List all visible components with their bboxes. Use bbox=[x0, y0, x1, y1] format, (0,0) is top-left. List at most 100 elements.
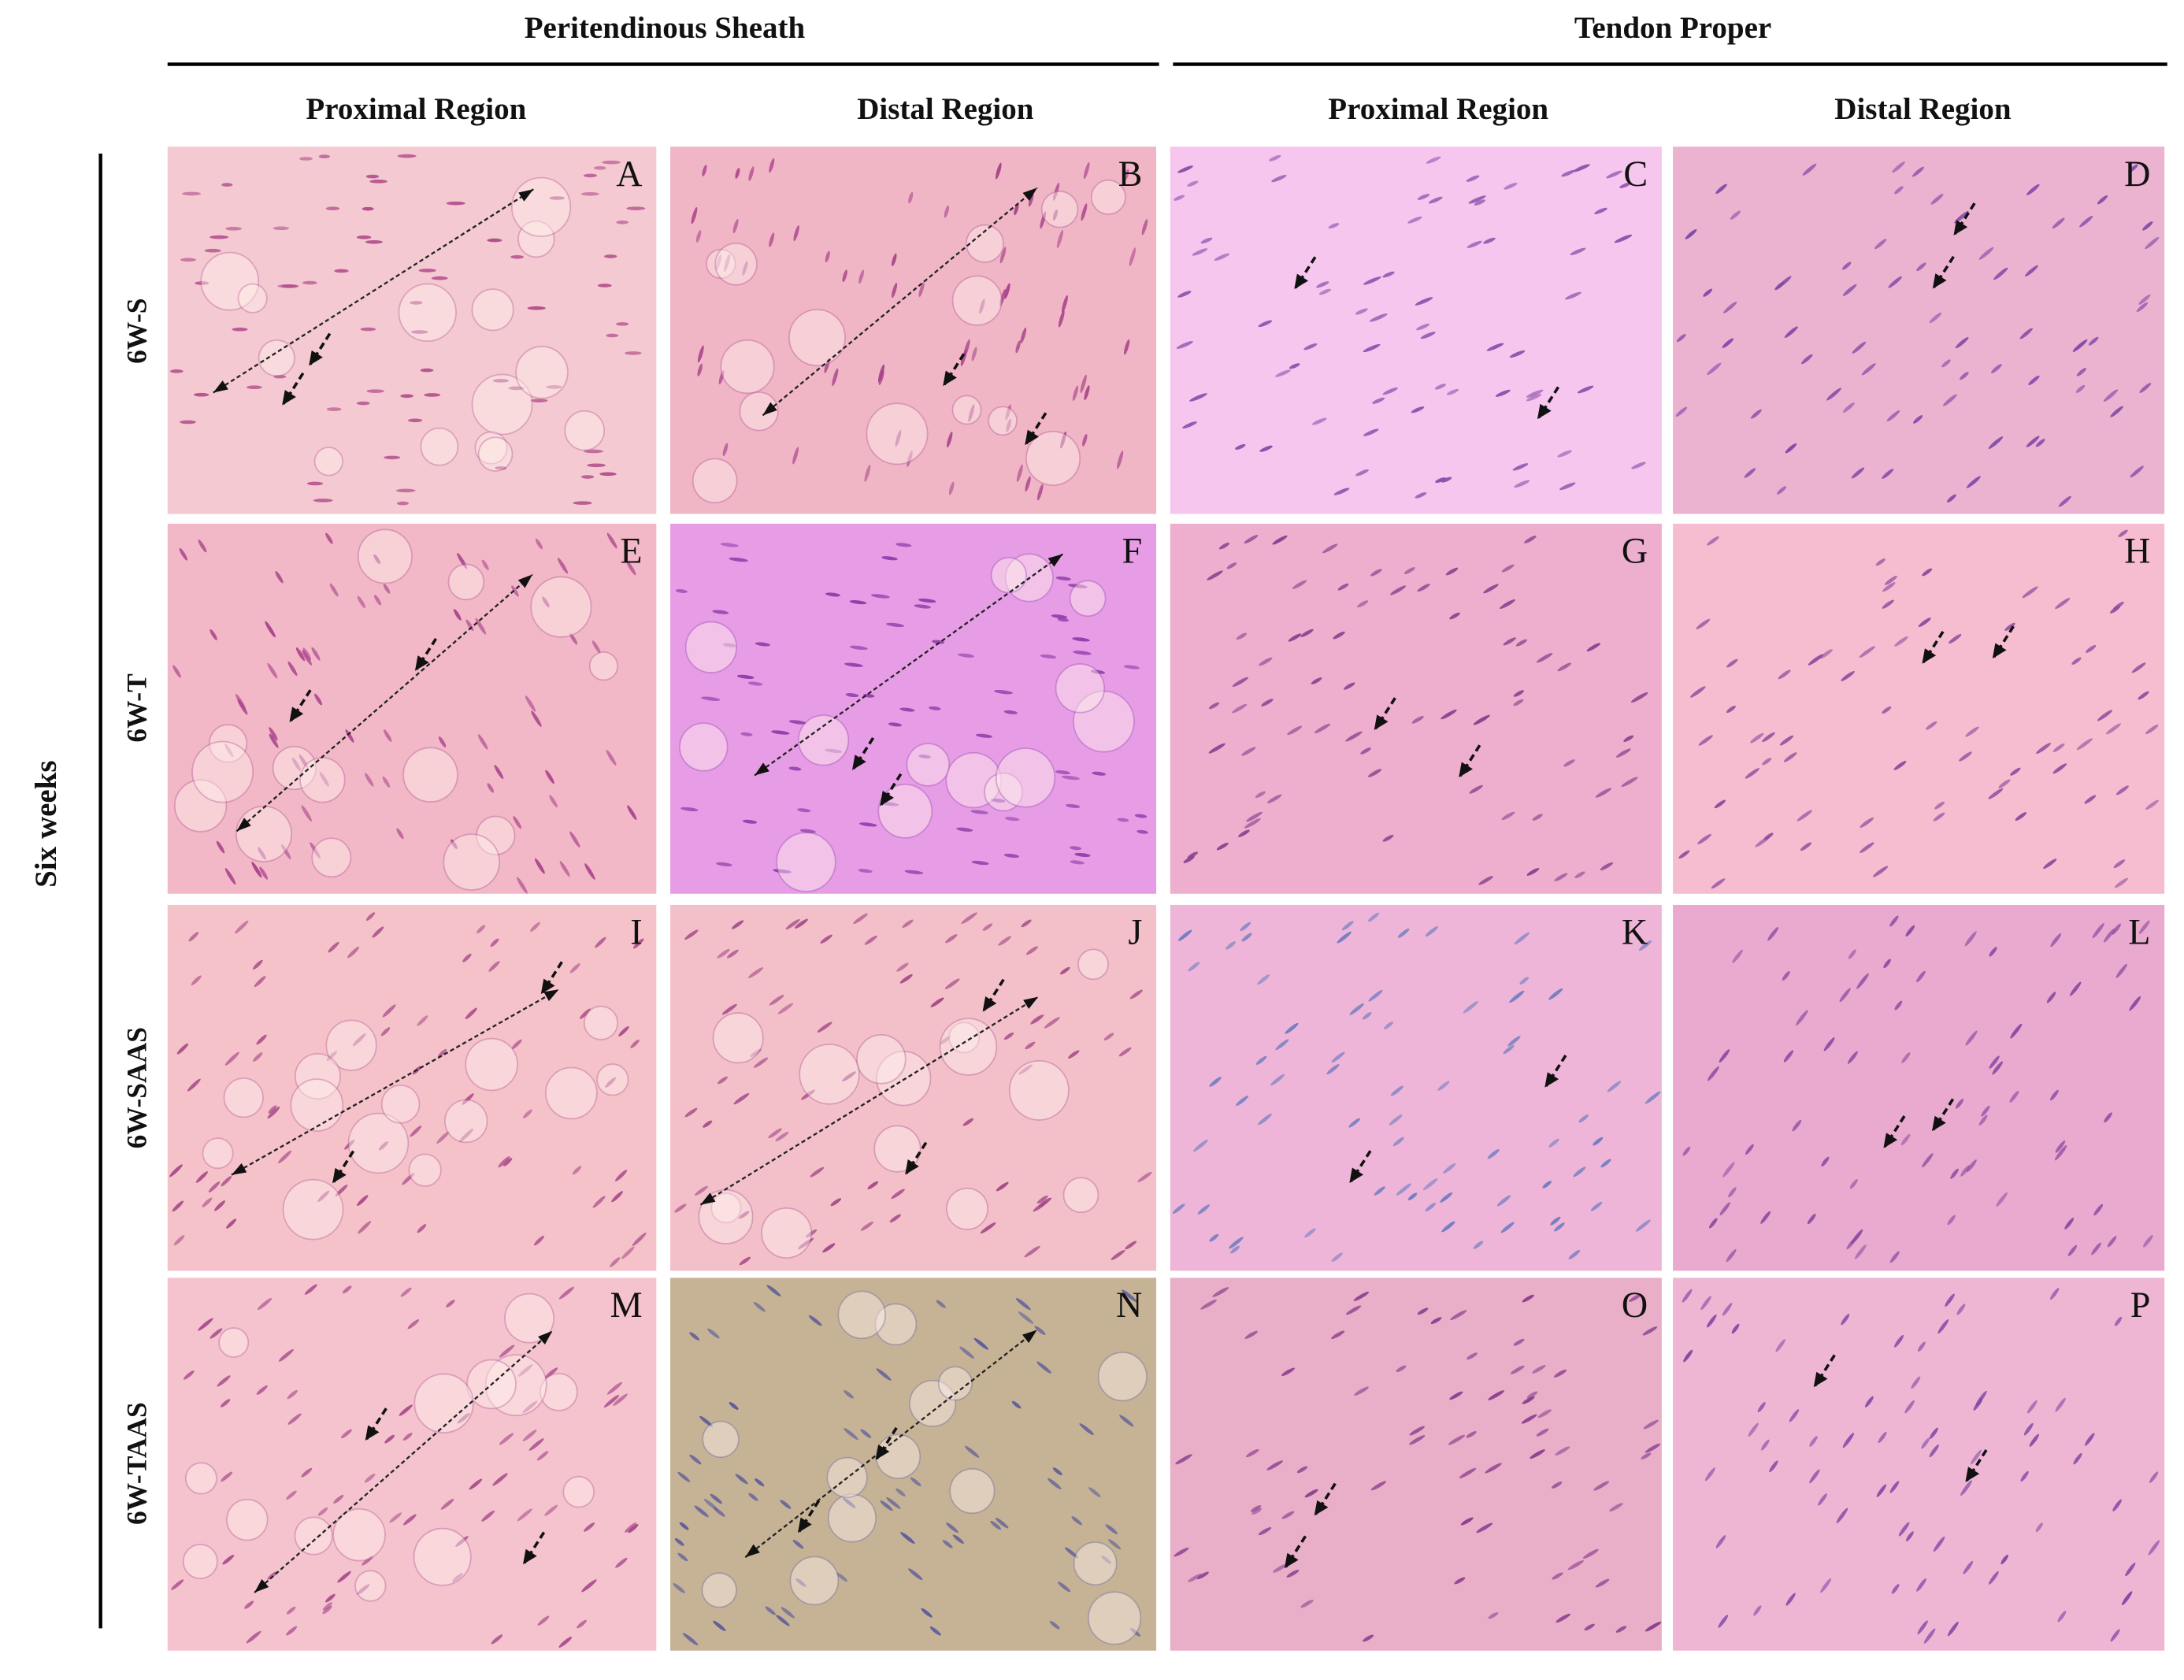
nucleus bbox=[1353, 1291, 1370, 1301]
nucleus bbox=[1073, 651, 1092, 655]
nucleus bbox=[876, 1368, 892, 1381]
nucleus bbox=[748, 166, 755, 181]
adipocyte bbox=[761, 1207, 813, 1259]
nucleus bbox=[1214, 253, 1230, 261]
nucleus bbox=[2026, 436, 2040, 447]
nucleus bbox=[1965, 1030, 1978, 1046]
nucleus bbox=[1509, 350, 1526, 358]
nucleus bbox=[599, 472, 617, 477]
nucleus bbox=[1079, 1423, 1094, 1436]
dashed-arrow bbox=[365, 1407, 387, 1441]
nucleus bbox=[610, 1257, 621, 1267]
nucleus bbox=[580, 475, 595, 479]
nucleus bbox=[1189, 393, 1207, 402]
adipocyte bbox=[357, 528, 413, 584]
nucleus bbox=[1425, 1203, 1436, 1212]
nucleus bbox=[1289, 363, 1300, 369]
adipocyte bbox=[311, 837, 352, 878]
nucleus bbox=[2129, 996, 2141, 1011]
panel-letter: C bbox=[1623, 154, 1648, 194]
nucleus bbox=[1933, 1536, 1945, 1552]
adipocyte bbox=[504, 1292, 554, 1344]
nucleus bbox=[1530, 1449, 1545, 1459]
nucleus bbox=[805, 1229, 818, 1238]
nucleus bbox=[1964, 931, 1977, 947]
nucleus bbox=[1707, 1314, 1717, 1328]
adipocyte bbox=[471, 373, 533, 436]
nucleus bbox=[235, 694, 246, 710]
nucleus bbox=[1300, 629, 1314, 637]
nucleus bbox=[1417, 194, 1430, 200]
nucleus bbox=[2149, 1471, 2159, 1483]
arrow-head bbox=[1023, 996, 1039, 1009]
nucleus bbox=[1929, 1427, 1938, 1439]
nucleus bbox=[1898, 1522, 1910, 1537]
nucleus bbox=[1823, 1037, 1835, 1051]
nucleus bbox=[908, 1568, 923, 1581]
arrow-head bbox=[1459, 762, 1473, 778]
nucleus bbox=[1708, 1066, 1719, 1081]
nucleus bbox=[2057, 1611, 2067, 1623]
nucleus bbox=[1594, 207, 1607, 214]
nucleus bbox=[1469, 784, 1483, 794]
nucleus bbox=[1555, 1446, 1570, 1456]
nucleus bbox=[1070, 846, 1082, 851]
nucleus bbox=[1690, 686, 1706, 698]
adipocyte bbox=[988, 406, 1018, 436]
nucleus bbox=[1370, 569, 1382, 577]
nucleus bbox=[1341, 921, 1354, 931]
nucleus bbox=[1049, 1620, 1060, 1630]
nucleus bbox=[1555, 1613, 1571, 1623]
nucleus bbox=[1061, 775, 1080, 781]
nucleus bbox=[1894, 636, 1908, 647]
nucleus bbox=[888, 722, 903, 727]
nucleus bbox=[1273, 1563, 1288, 1573]
nucleus bbox=[1501, 564, 1515, 573]
nucleus bbox=[322, 1602, 332, 1611]
nucleus bbox=[1719, 1202, 1730, 1216]
nucleus bbox=[2058, 495, 2071, 507]
nucleus bbox=[373, 554, 380, 565]
nucleus bbox=[179, 547, 188, 561]
nucleus bbox=[1526, 389, 1544, 398]
panel-letter: D bbox=[2124, 154, 2150, 194]
nucleus bbox=[389, 1512, 402, 1523]
adipocyte bbox=[875, 1433, 921, 1479]
nucleus bbox=[788, 766, 802, 771]
nucleus bbox=[1058, 310, 1065, 328]
nucleus bbox=[1700, 1296, 1711, 1311]
nucleus bbox=[968, 404, 975, 422]
nucleus bbox=[1363, 428, 1379, 436]
nucleus bbox=[1496, 1195, 1511, 1207]
nucleus bbox=[982, 923, 993, 931]
nucleus bbox=[2145, 799, 2159, 810]
nucleus bbox=[621, 1246, 635, 1259]
nucleus bbox=[1241, 933, 1252, 942]
nucleus bbox=[1718, 1615, 1729, 1628]
nucleus bbox=[2121, 1591, 2133, 1606]
adipocyte bbox=[946, 1187, 988, 1230]
nucleus bbox=[1052, 209, 1058, 221]
nucleus bbox=[1311, 417, 1327, 425]
nucleus bbox=[1500, 1222, 1515, 1233]
nucleus bbox=[1004, 817, 1020, 821]
nucleus bbox=[410, 1126, 422, 1137]
nucleus bbox=[859, 822, 877, 827]
nucleus bbox=[344, 1140, 355, 1150]
nucleus bbox=[720, 543, 739, 547]
nucleus bbox=[1467, 240, 1482, 248]
nucleus bbox=[1955, 336, 1969, 349]
dashed-arrow bbox=[1544, 1055, 1567, 1087]
nucleus bbox=[198, 1318, 213, 1331]
nucleus bbox=[1061, 295, 1068, 313]
adipocyte bbox=[1062, 1177, 1099, 1214]
nucleus bbox=[337, 1571, 351, 1583]
nucleus bbox=[295, 647, 306, 662]
dashed-arrow bbox=[1814, 1354, 1836, 1387]
nucleus bbox=[436, 1131, 450, 1144]
nucleus bbox=[717, 948, 730, 959]
nucleus bbox=[910, 1477, 921, 1487]
nucleus bbox=[1893, 761, 1907, 770]
nucleus bbox=[459, 1128, 474, 1143]
row-label: 6W-S bbox=[121, 299, 152, 364]
